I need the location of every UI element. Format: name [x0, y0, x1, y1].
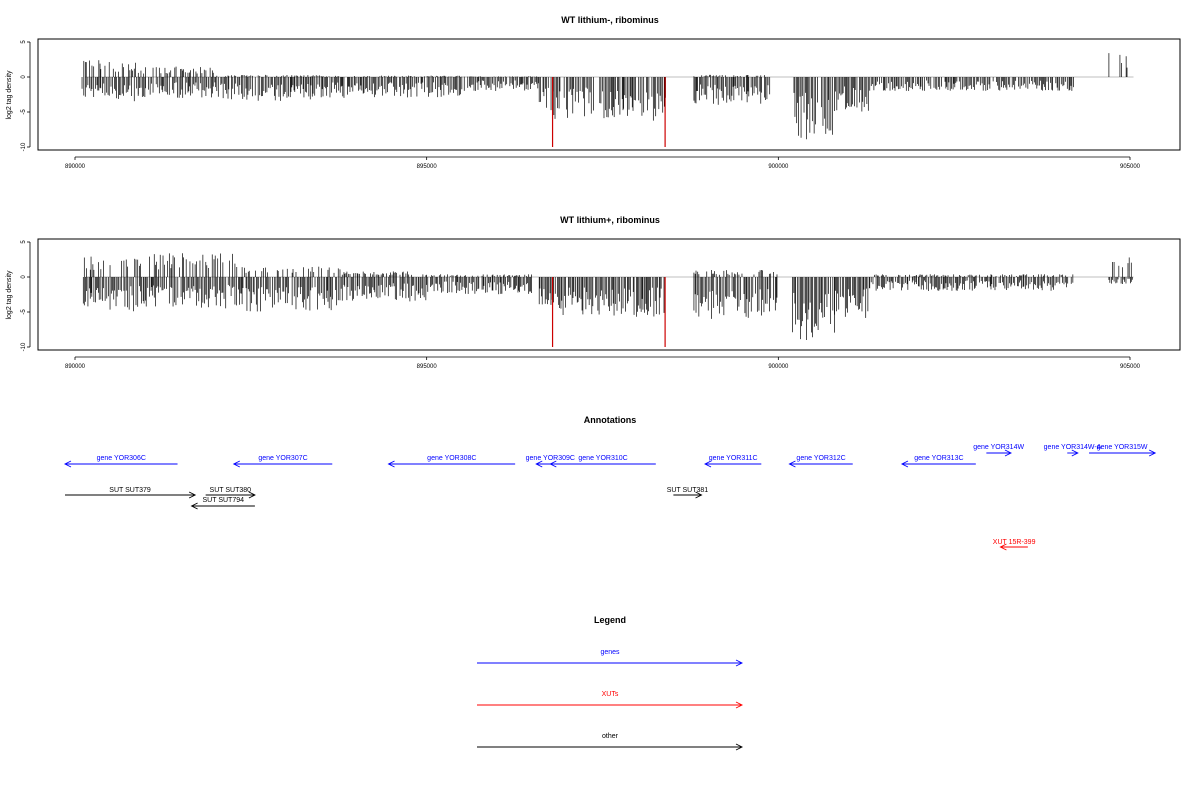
feature-gene: gene YOR314W-A: [1044, 444, 1102, 457]
y-tick-label: 0: [21, 275, 27, 279]
arrowhead: [1071, 449, 1079, 457]
arrowhead: [63, 460, 72, 468]
y-tick-label: -10: [21, 342, 27, 351]
legend-item: genes: [477, 649, 744, 667]
feature-label: gene YOR311C: [709, 455, 758, 462]
y-tick-label: -10: [21, 142, 27, 151]
arrowhead: [1148, 449, 1157, 457]
x-tick-label: 895000: [417, 364, 438, 370]
arrowhead: [248, 491, 256, 499]
feature-gene: gene YOR310C: [549, 455, 656, 468]
feature-label: gene YOR313C: [914, 455, 963, 462]
x-tick-label: 890000: [65, 364, 86, 370]
feature-label: gene YOR314W: [973, 444, 1024, 451]
feature-label: gene YOR310C: [578, 455, 627, 462]
feature-xut: XUT 15R-399: [993, 539, 1036, 551]
arrowhead: [735, 701, 744, 709]
arrowhead: [190, 502, 198, 510]
legend-item: XUTs: [477, 691, 744, 709]
arrowhead: [900, 460, 909, 468]
feature-label: XUT 15R-399: [993, 539, 1036, 546]
bar-series: [81, 53, 1134, 147]
y-axis-label: log2 tag density: [6, 70, 13, 120]
y-tick-label: -5: [21, 309, 27, 315]
x-tick-label: 905000: [1120, 164, 1141, 170]
feature-other: SUT SUT794: [190, 497, 255, 510]
feature-gene: gene YOR315W: [1089, 444, 1157, 457]
track-panel-lithium-plus: WT lithium+, ribominus log2 tag density …: [6, 215, 1181, 370]
feature-gene: gene YOR306C: [63, 455, 178, 468]
track-panel-lithium-minus: WT lithium-, ribominus log2 tag density …: [6, 15, 1181, 170]
feature-gene: gene YOR307C: [232, 455, 333, 468]
feature-other: SUT SUT379: [65, 487, 197, 499]
feature-label: SUT SUT794: [203, 497, 245, 504]
feature-other: SUT SUT380: [205, 487, 256, 499]
arrowhead: [535, 460, 543, 468]
feature-label: gene YOR306C: [97, 455, 146, 462]
feature-label: gene YOR314W-A: [1044, 444, 1102, 451]
y-tick-label: -5: [21, 109, 27, 115]
feature-label: SUT SUT381: [667, 487, 709, 494]
feature-label: SUT SUT380: [210, 487, 252, 494]
x-tick-label: 895000: [417, 164, 438, 170]
feature-label: SUT SUT379: [109, 487, 151, 494]
plot-frame: [37, 238, 1181, 351]
legend-label: XUTs: [602, 691, 619, 698]
legend-title: Legend: [594, 615, 626, 625]
legend: Legend genes XUTs other: [477, 615, 744, 751]
arrowhead: [788, 460, 796, 468]
arrowhead: [188, 491, 197, 499]
legend-item: other: [477, 733, 744, 751]
x-tick-label: 890000: [65, 164, 86, 170]
legend-label: other: [602, 733, 619, 740]
feature-gene: gene YOR308C: [387, 455, 516, 468]
x-tick-label: 900000: [768, 364, 789, 370]
plot-frame: [37, 38, 1181, 151]
arrowhead: [695, 491, 703, 499]
y-axis-label: log2 tag density: [6, 270, 13, 320]
y-axis: 5 0 -5 -10: [21, 240, 31, 351]
feature-label: gene YOR315W: [1097, 444, 1148, 451]
feature-gene: gene YOR312C: [788, 455, 853, 468]
arrowhead: [232, 460, 241, 468]
y-tick-label: 5: [21, 40, 27, 44]
arrowhead: [387, 460, 395, 468]
feature-label: gene YOR307C: [258, 455, 307, 462]
feature-gene: gene YOR313C: [900, 455, 976, 468]
x-axis: 890000 895000 900000 905000: [65, 156, 1141, 170]
arrowhead: [735, 743, 744, 751]
legend-items: genes XUTs other: [477, 649, 744, 751]
bar-series: [82, 253, 1134, 347]
y-tick-label: 0: [21, 75, 27, 79]
arrowhead: [1004, 449, 1012, 457]
arrowhead: [999, 543, 1007, 551]
feature-list: gene YOR306C gene YOR307C gene YOR308C gene…: [63, 444, 1157, 551]
y-tick-label: 5: [21, 240, 27, 244]
annotations-track: Annotations gene YOR306C gene YOR307C gene…: [63, 415, 1157, 551]
feature-gene: gene YOR309C: [526, 455, 575, 468]
feature-other: SUT SUT381: [667, 487, 709, 499]
x-axis: 890000 895000 900000 905000: [65, 356, 1141, 370]
feature-gene: gene YOR311C: [704, 455, 762, 468]
feature-label: gene YOR308C: [427, 455, 476, 462]
arrowhead: [549, 460, 557, 468]
legend-label: genes: [600, 649, 620, 656]
annotations-title: Annotations: [584, 415, 637, 425]
y-axis: 5 0 -5 -10: [21, 40, 31, 151]
panel-title: WT lithium-, ribominus: [561, 15, 659, 25]
feature-gene: gene YOR314W: [973, 444, 1024, 457]
feature-label: gene YOR309C: [526, 455, 575, 462]
arrowhead: [704, 460, 712, 468]
panel-title: WT lithium+, ribominus: [560, 215, 660, 225]
x-tick-label: 900000: [768, 164, 789, 170]
x-tick-label: 905000: [1120, 364, 1141, 370]
arrowhead: [735, 659, 744, 667]
feature-label: gene YOR312C: [796, 455, 845, 462]
